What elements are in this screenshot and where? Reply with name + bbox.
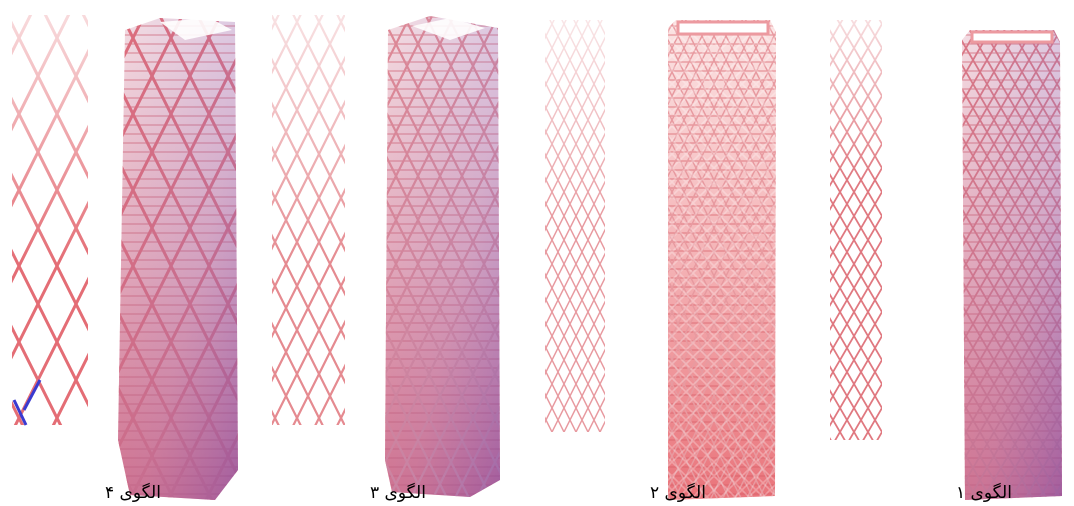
- page: الگوی ۴ الگوی ۳ الگوی ۲ الگوی ۱ (() => {…: [0, 0, 1074, 506]
- tower-highlight: [668, 20, 776, 500]
- pattern-label: الگوی ۴: [105, 482, 161, 503]
- panel-fade: [545, 20, 605, 220]
- pattern-1: الگوی ۱: [830, 20, 1062, 503]
- panel-fade: [12, 15, 88, 265]
- figure: الگوی ۴ الگوی ۳ الگوی ۲ الگوی ۱: [0, 0, 1074, 506]
- pattern-label: الگوی ۳: [370, 482, 426, 503]
- tower-shade: [118, 18, 238, 500]
- pattern-label: الگوی ۱: [956, 482, 1012, 503]
- pattern-2: الگوی ۲: [545, 20, 776, 503]
- tower-shade: [962, 30, 1062, 500]
- pattern-3: الگوی ۳: [272, 15, 500, 503]
- panel-fade: [272, 15, 345, 265]
- tower-shade: [385, 16, 500, 497]
- panel-fade: [830, 20, 882, 180]
- tower-roof: [678, 22, 768, 34]
- pattern-4: الگوی ۴: [12, 15, 238, 503]
- pattern-label: الگوی ۲: [650, 482, 706, 503]
- tower-roof: [972, 32, 1052, 42]
